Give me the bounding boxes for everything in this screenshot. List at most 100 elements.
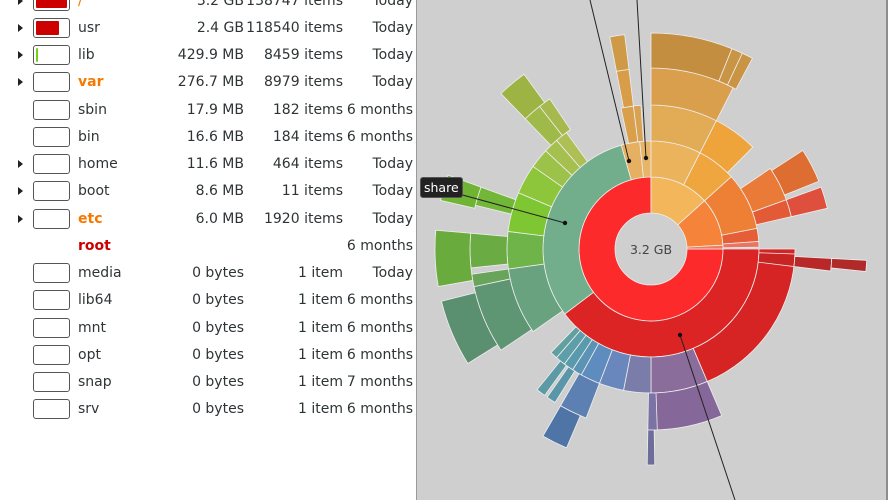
- folder-name: root: [78, 237, 111, 254]
- folder-item-count: 464 items: [272, 156, 343, 173]
- folder-name: lib: [78, 47, 95, 64]
- folder-modified: Today: [372, 210, 414, 227]
- folder-row[interactable]: sbin 17.9 MB 182 items 6 months: [0, 96, 416, 123]
- sunburst-segment[interactable]: [699, 120, 754, 174]
- usage-bar: [33, 0, 70, 11]
- folder-item-count: 182 items: [272, 101, 343, 118]
- sunburst-segment[interactable]: [830, 258, 868, 273]
- expander-arrow-icon[interactable]: [18, 160, 23, 169]
- usage-bar: [33, 372, 70, 393]
- folder-item-count: 1 item: [298, 374, 343, 391]
- folder-name: usr: [78, 19, 100, 36]
- sunburst-segment[interactable]: [647, 392, 658, 431]
- folder-list-panel: / 3.2 GB 138747 items Today usr 2.4 GB 118540 …: [0, 0, 417, 500]
- sunburst-segment[interactable]: [722, 241, 760, 249]
- folder-item-count: 8979 items: [263, 74, 343, 91]
- folder-name: media: [78, 265, 122, 282]
- folder-row[interactable]: etc 6.0 MB 1920 items Today: [0, 205, 416, 232]
- folder-size: 11.6 MB: [186, 156, 244, 173]
- folder-modified: 6 months: [346, 292, 413, 309]
- usage-bar: [33, 181, 70, 202]
- folder-row[interactable]: / 3.2 GB 138747 items Today: [0, 0, 416, 14]
- folder-row[interactable]: snap 0 bytes 1 item 7 months: [0, 369, 416, 396]
- expander-arrow-icon[interactable]: [18, 187, 23, 196]
- folder-name: etc: [78, 210, 103, 227]
- folder-row[interactable]: boot 8.6 MB 11 items Today: [0, 178, 416, 205]
- folder-name: boot: [78, 183, 110, 200]
- sunburst-chart-panel: 3.2 GB: [417, 0, 888, 500]
- callout-dot: [626, 158, 632, 164]
- folder-size: 3.2 GB: [196, 0, 244, 9]
- expander-arrow-icon[interactable]: [18, 214, 23, 223]
- sunburst-segment[interactable]: [609, 34, 630, 72]
- folder-size: 2.4 GB: [196, 19, 244, 36]
- folder-row[interactable]: srv 0 bytes 1 item 6 months: [0, 396, 416, 423]
- sunburst-segment[interactable]: [542, 405, 581, 449]
- folder-size: 17.9 MB: [186, 101, 244, 118]
- folder-size: 0 bytes: [192, 401, 244, 418]
- sunburst-segment[interactable]: [646, 429, 656, 466]
- sunburst-segment[interactable]: [793, 256, 833, 272]
- folder-name: sbin: [78, 101, 107, 118]
- callout-dot: [677, 332, 683, 338]
- sunburst-segment[interactable]: [506, 231, 545, 270]
- folder-item-count: 11 items: [281, 183, 343, 200]
- folder-item-count: 1920 items: [263, 210, 343, 227]
- folder-item-count: 118540 items: [246, 19, 343, 36]
- folder-size: 429.9 MB: [177, 47, 244, 64]
- folder-size: 0 bytes: [192, 265, 244, 282]
- sunburst-segment[interactable]: [434, 229, 474, 287]
- folder-size: 8.6 MB: [195, 183, 244, 200]
- sunburst-segment[interactable]: [633, 104, 644, 143]
- folder-item-count: 8459 items: [263, 47, 343, 64]
- usage-bar: [33, 290, 70, 311]
- usage-bar-fill: [36, 48, 38, 63]
- tooltip-share: share: [420, 177, 463, 198]
- folder-row[interactable]: usr 2.4 GB 118540 items Today: [0, 14, 416, 41]
- callout-line: [589, 0, 630, 162]
- folder-size: 16.6 MB: [186, 128, 244, 145]
- expander-arrow-icon[interactable]: [18, 0, 23, 5]
- usage-bar: [33, 72, 70, 93]
- folder-row[interactable]: media 0 bytes 1 item Today: [0, 260, 416, 287]
- folder-size: 0 bytes: [192, 346, 244, 363]
- callout-dot: [643, 155, 649, 161]
- sunburst-segment[interactable]: [546, 366, 576, 404]
- usage-bar: [33, 45, 70, 66]
- sunburst-segment[interactable]: [536, 360, 567, 396]
- folder-row[interactable]: root 6 months: [0, 232, 416, 259]
- folder-modified: Today: [372, 0, 414, 9]
- callout-line: [679, 334, 736, 500]
- folder-modified: 6 months: [346, 237, 413, 254]
- folder-row[interactable]: opt 0 bytes 1 item 6 months: [0, 341, 416, 368]
- folder-row[interactable]: var 276.7 MB 8979 items Today: [0, 69, 416, 96]
- sunburst-segment[interactable]: [440, 292, 499, 365]
- folder-row[interactable]: lib 429.9 MB 8459 items Today: [0, 42, 416, 69]
- folder-size: 0 bytes: [192, 374, 244, 391]
- expander-arrow-icon[interactable]: [18, 78, 23, 87]
- sunburst-segment[interactable]: [771, 149, 820, 196]
- sunburst-segment[interactable]: [469, 232, 509, 269]
- folder-row[interactable]: lib64 0 bytes 1 item 6 months: [0, 287, 416, 314]
- folder-item-count: 1 item: [298, 346, 343, 363]
- sunburst-segment[interactable]: [500, 73, 546, 120]
- sunburst-segment[interactable]: [471, 268, 511, 288]
- callout-dot: [562, 220, 568, 226]
- sunburst-segment[interactable]: [550, 326, 581, 359]
- folder-modified: 6 months: [346, 319, 413, 336]
- folder-row[interactable]: mnt 0 bytes 1 item 6 months: [0, 314, 416, 341]
- folder-row[interactable]: bin 16.6 MB 184 items 6 months: [0, 123, 416, 150]
- folder-modified: Today: [372, 74, 414, 91]
- folder-name: srv: [78, 401, 100, 418]
- folder-row[interactable]: home 11.6 MB 464 items Today: [0, 151, 416, 178]
- sunburst-chart[interactable]: 3.2 GB: [417, 0, 886, 500]
- sunburst-segment[interactable]: [785, 186, 828, 218]
- folder-modified: 6 months: [346, 128, 413, 145]
- sunburst-segment[interactable]: [615, 68, 634, 109]
- folder-modified: Today: [372, 265, 414, 282]
- expander-arrow-icon[interactable]: [18, 51, 23, 60]
- expander-arrow-icon[interactable]: [18, 23, 23, 32]
- usage-bar: [33, 263, 70, 284]
- sunburst-segment[interactable]: [726, 52, 753, 90]
- folder-name: mnt: [78, 319, 106, 336]
